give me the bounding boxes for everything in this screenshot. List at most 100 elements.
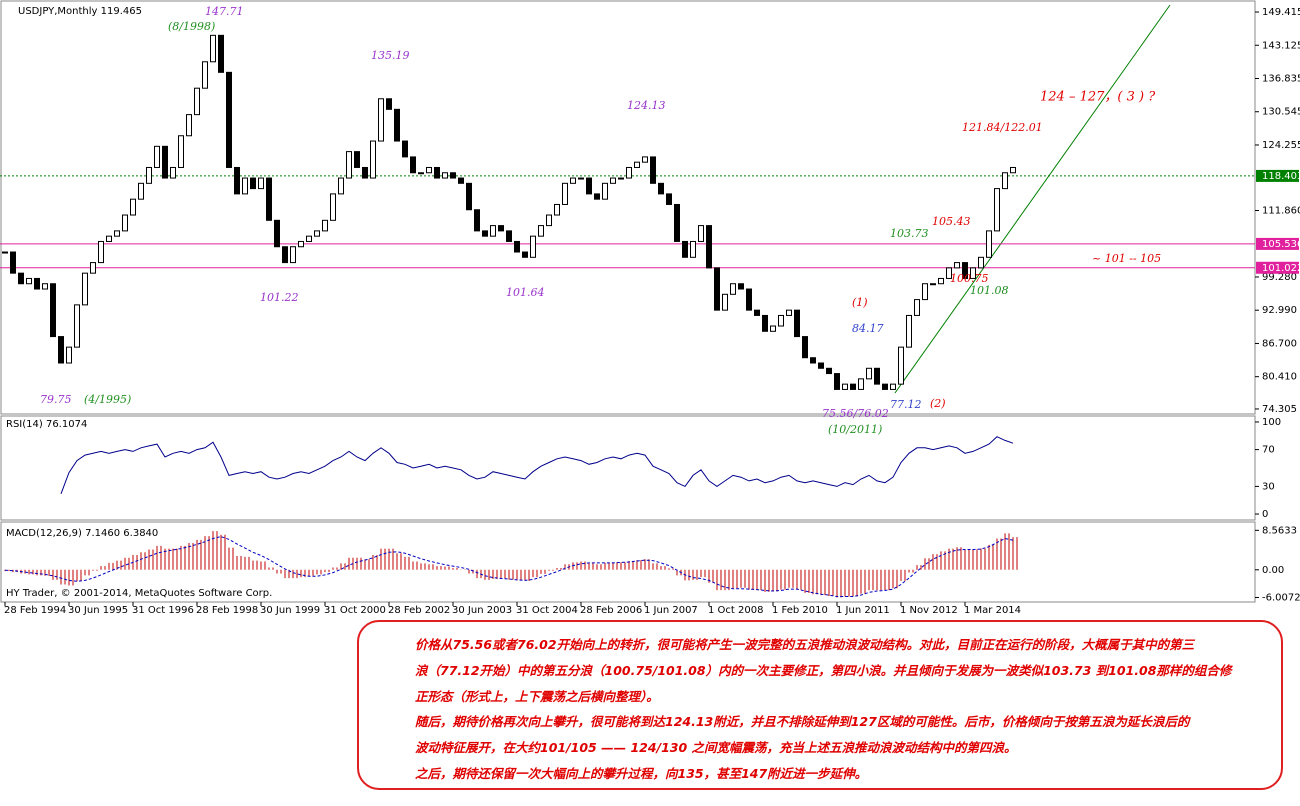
candle [18,272,24,285]
candle [906,314,912,348]
candle [554,203,560,216]
x-tick-label: 1 Oct 2008 [708,605,763,615]
candle [586,177,592,195]
candle [850,383,856,390]
y-tick-label: 149.415 [1262,7,1300,18]
candle [42,283,48,290]
annotation: 77.12 [890,398,922,411]
annotation: 84.17 [852,322,884,335]
candle [90,262,96,274]
annotation: (2) [930,397,946,410]
candle [682,240,688,258]
candle [1002,172,1008,190]
note-line: 正形态（形式上，上下震荡之后横向整理）。 [415,688,659,704]
level-box [1256,237,1299,250]
x-tick-label: 30 Jun 2003 [452,605,512,615]
x-tick-label: 28 Feb 2002 [388,605,450,615]
candle [322,219,328,232]
candle [306,235,312,242]
annotation: (8/1998) [168,20,215,33]
candle [338,177,344,195]
candle [354,151,360,168]
candle [466,182,472,211]
price-title: USDJPY,Monthly 119.465 [18,6,142,17]
x-tick-label: 28 Feb 2006 [580,605,642,615]
candle [10,251,16,274]
candle [330,193,336,221]
candle [858,378,864,390]
annotation: 124 – 127，( 3 ) ? [1040,90,1156,105]
candle [106,235,112,242]
candle [730,283,736,295]
candle [842,383,848,390]
candle [786,309,792,316]
candle [938,277,944,285]
level-box [1256,169,1299,182]
level-label: 101.022 [1262,263,1300,274]
x-tick-label: 1 Feb 2010 [772,605,828,615]
candle [874,367,880,385]
candle [562,182,568,205]
candle [538,225,544,237]
rsi-panel [0,415,1256,521]
candle [626,166,632,179]
candle [442,172,448,179]
candle [370,140,376,179]
annotation: 103.73 [890,227,929,240]
candle [194,87,200,116]
annotation: 124.13 [627,99,666,112]
candle [474,209,480,232]
note-line: 价格从75.56或者76.02开始向上的转折，很可能将产生一波完整的五浪推动浪波… [415,637,1195,652]
candle [458,177,464,184]
candle [922,283,928,301]
candle [490,225,496,237]
y-tick-label: 86.700 [1262,338,1297,349]
candle [290,246,296,264]
candle [186,114,192,137]
candle [378,98,384,142]
candle [130,198,136,216]
candle [834,373,840,390]
candle [242,177,248,195]
candle [178,135,184,168]
annotation: 101.64 [506,286,545,299]
candle [778,314,784,327]
candle [930,283,936,286]
candle [794,309,800,338]
candle [170,166,176,179]
candle [970,267,976,279]
candle [690,240,696,258]
y-tick-label: 0.00 [1262,565,1284,576]
rsi-title: RSI(14) 76.1074 [6,419,87,430]
candle [954,262,960,269]
candle [994,188,1000,232]
x-tick-label: 1 Jun 2007 [644,605,698,615]
note-box: 价格从75.56或者76.02开始向上的转折，很可能将产生一波完整的五浪推动浪波… [357,620,1283,790]
candle [570,177,576,184]
annotation: 147.71 [205,5,244,18]
candle [754,309,760,316]
note-line: 波动特征展开，在大约101/105 —— 124/130 之间宽幅震荡，充当上述… [415,740,1017,756]
x-tick-label: 31 Oct 2000 [324,605,386,615]
x-tick-label: 1 Jun 2011 [836,605,890,615]
candle [810,357,816,364]
candle [722,293,728,311]
y-tick-label: 92.990 [1262,305,1297,316]
y-tick-label: 130.545 [1262,107,1300,118]
candle [74,304,80,348]
y-tick-label: 70 [1262,445,1275,456]
candle [34,277,40,290]
candle [882,383,888,390]
candle [82,272,88,306]
candle [26,277,32,285]
candle [674,203,680,242]
candle [738,283,744,290]
macd-panel [0,521,1256,603]
candle [314,230,320,237]
candle [618,177,624,180]
annotation: 101.22 [260,291,299,304]
y-tick-label: 30 [1262,481,1275,492]
y-tick-label: -6.0072 [1262,592,1300,603]
candle [978,256,984,269]
candle [362,166,368,179]
